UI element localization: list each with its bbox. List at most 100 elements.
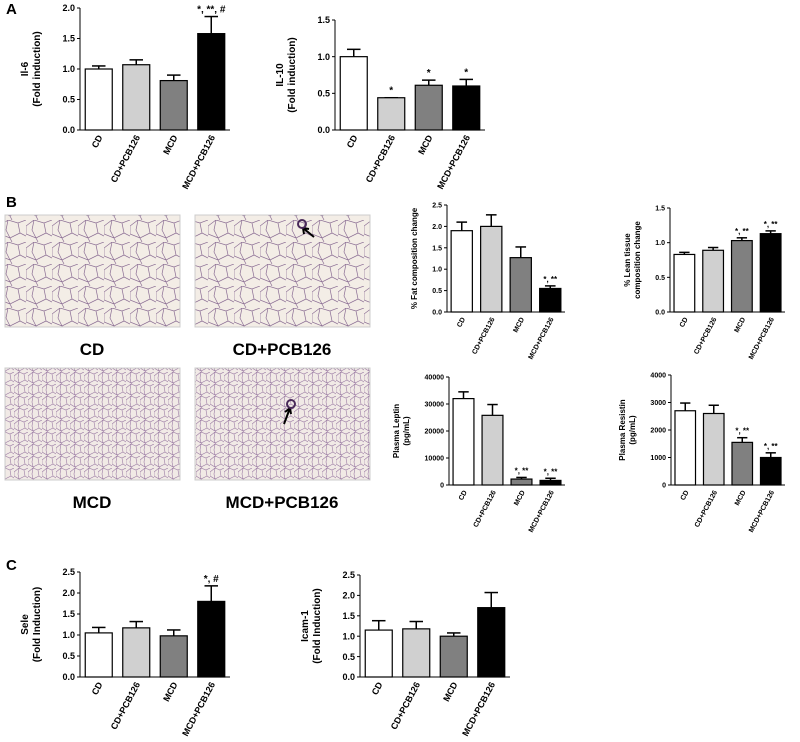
y-tick-label: 2000 — [650, 427, 666, 434]
y-tick-label: 1.5 — [62, 609, 75, 619]
vessel — [297, 219, 307, 229]
x-tick-label: CD — [456, 317, 467, 329]
y-axis-label: % Lean tissue — [623, 233, 632, 287]
y-tick-label: 0.0 — [655, 309, 665, 316]
y-tick-label: 2.0 — [342, 591, 355, 601]
y-axis-label: Il-6 — [20, 61, 31, 76]
y-tick-label: 20000 — [425, 428, 445, 435]
y-tick-label: 0.0 — [317, 125, 330, 135]
arrow — [283, 407, 292, 425]
bar — [159, 79, 188, 131]
bar — [122, 64, 151, 131]
x-tick-label: CD+PCB126 — [109, 680, 142, 731]
y-tick-label: 10000 — [425, 455, 445, 462]
bar — [450, 230, 473, 313]
histology-image — [194, 214, 371, 328]
y-tick-label: 2.0 — [62, 588, 75, 598]
x-tick-label: CD+PCB126 — [473, 489, 498, 528]
bar — [674, 410, 697, 486]
x-tick-label: MCD — [734, 317, 748, 334]
y-tick-label: 0.5 — [317, 88, 330, 98]
x-tick-label: CD+PCB126 — [471, 316, 496, 355]
histology-image — [194, 367, 371, 481]
bar — [539, 287, 562, 313]
significance-label: *, ** — [764, 442, 779, 451]
x-tick-label: MCD — [734, 490, 748, 507]
y-tick-label: 1.5 — [432, 245, 442, 252]
y-tick-label: 0.5 — [62, 651, 75, 661]
bar — [730, 239, 753, 313]
image-caption: MCD+PCB126 — [226, 493, 339, 512]
significance-label: * — [389, 86, 393, 97]
y-axis-label: (pg/mL) — [628, 415, 637, 445]
significance-label: *, ** — [543, 275, 558, 284]
y-axis-label: Plasma Leptin — [392, 404, 401, 458]
x-tick-label: MCD — [161, 680, 180, 703]
histology-image — [4, 367, 181, 481]
bar — [702, 249, 725, 313]
y-tick-label: 0.5 — [432, 288, 442, 295]
significance-label: *, **, # — [197, 5, 226, 16]
image-caption: MCD — [73, 493, 112, 512]
y-axis-label: composition change — [633, 221, 642, 299]
y-tick-label: 2.5 — [62, 567, 75, 577]
y-tick-label: 1.5 — [342, 611, 355, 621]
y-tick-label: 1.5 — [655, 205, 665, 212]
bar — [159, 635, 188, 678]
x-tick-label: CD+PCB126 — [109, 133, 142, 184]
x-tick-label: MCD+PCB126 — [528, 316, 556, 360]
y-axis-label: (Fold induction) — [32, 31, 43, 107]
x-tick-label: CD — [458, 490, 469, 502]
bar — [759, 456, 782, 486]
bar — [673, 253, 696, 313]
x-tick-label: CD — [370, 680, 385, 697]
bar — [197, 33, 226, 131]
significance-label: * — [464, 67, 468, 78]
bar — [481, 414, 504, 486]
y-axis-label: (Fold Induction) — [312, 588, 323, 664]
x-tick-label: CD+PCB126 — [389, 680, 422, 731]
x-tick-label: CD+PCB126 — [364, 133, 397, 184]
x-tick-label: MCD — [512, 317, 526, 334]
bar — [122, 627, 151, 678]
bar — [377, 97, 406, 131]
y-tick-label: 0.0 — [62, 672, 75, 682]
y-tick-label: 1.5 — [62, 34, 75, 44]
x-tick-label: MCD — [416, 133, 435, 156]
x-tick-label: CD — [90, 133, 105, 150]
significance-label: *, # — [204, 574, 219, 585]
y-tick-label: 40000 — [425, 374, 445, 381]
x-tick-label: MCD+PCB126 — [748, 489, 776, 533]
significance-label: *, ** — [735, 427, 750, 436]
bar — [197, 600, 226, 678]
y-tick-label: 0 — [662, 482, 666, 489]
y-axis-label: (pg/mL) — [402, 416, 411, 446]
y-tick-label: 0 — [440, 482, 444, 489]
panel-label: C — [6, 557, 17, 574]
y-axis-label: Plasma Resistin — [618, 399, 627, 460]
x-tick-label: CD+PCB126 — [694, 489, 719, 528]
bar — [402, 628, 431, 678]
bar — [84, 632, 113, 678]
histology-image — [4, 214, 181, 328]
x-tick-label: MCD — [441, 680, 460, 703]
bar — [339, 56, 368, 131]
y-tick-label: 1.0 — [655, 240, 665, 247]
bar — [364, 629, 393, 678]
x-tick-label: MCD+PCB126 — [180, 133, 217, 190]
y-tick-label: 30000 — [425, 401, 445, 408]
panel-label: B — [6, 194, 17, 211]
image-caption: CD — [80, 340, 105, 359]
bar — [510, 478, 533, 486]
y-axis-label: IL-10 — [275, 63, 286, 87]
vessel — [286, 399, 296, 409]
y-tick-label: 0.0 — [342, 672, 355, 682]
x-tick-label: MCD+PCB126 — [435, 133, 472, 190]
x-tick-label: CD — [679, 317, 690, 329]
significance-label: * — [427, 68, 431, 79]
y-tick-label: 0.5 — [342, 652, 355, 662]
y-tick-label: 2.5 — [432, 202, 442, 209]
bar — [439, 635, 468, 678]
y-tick-label: 0.0 — [432, 309, 442, 316]
